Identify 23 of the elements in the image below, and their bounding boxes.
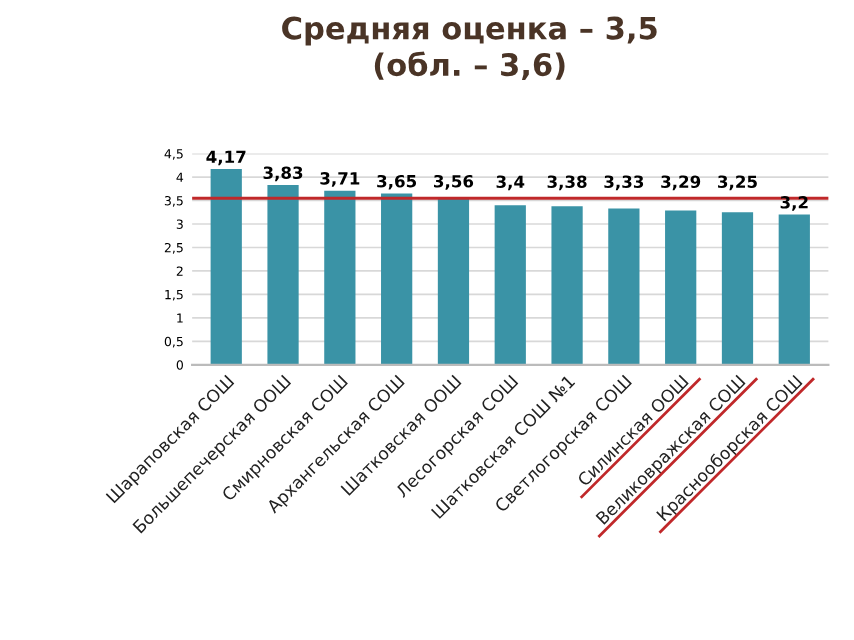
- data-label: 3,2: [780, 196, 808, 211]
- data-label: 3,29: [661, 175, 701, 191]
- data-label: 3,38: [547, 175, 587, 191]
- bar: [267, 185, 299, 365]
- data-label: 3,4: [496, 175, 525, 191]
- bar: [437, 197, 470, 365]
- bar: [551, 206, 583, 365]
- data-label: 3,65: [377, 174, 417, 190]
- data-label: 3,56: [434, 174, 474, 190]
- bar: [778, 214, 810, 365]
- bar: [721, 212, 754, 365]
- bar: [494, 205, 526, 365]
- data-label: 3,33: [604, 175, 644, 191]
- bar: [324, 190, 356, 365]
- data-label: 3,83: [263, 166, 303, 182]
- bar: [210, 169, 242, 365]
- data-label: 3,71: [320, 172, 360, 187]
- data-label: 4,17: [206, 150, 246, 166]
- bar: [665, 210, 697, 365]
- bar: [608, 208, 640, 365]
- chart-title: Средняя оценка – 3,5 (обл. – 3,6): [282, 16, 657, 81]
- bar: [381, 193, 413, 365]
- data-label: 3,25: [718, 175, 757, 191]
